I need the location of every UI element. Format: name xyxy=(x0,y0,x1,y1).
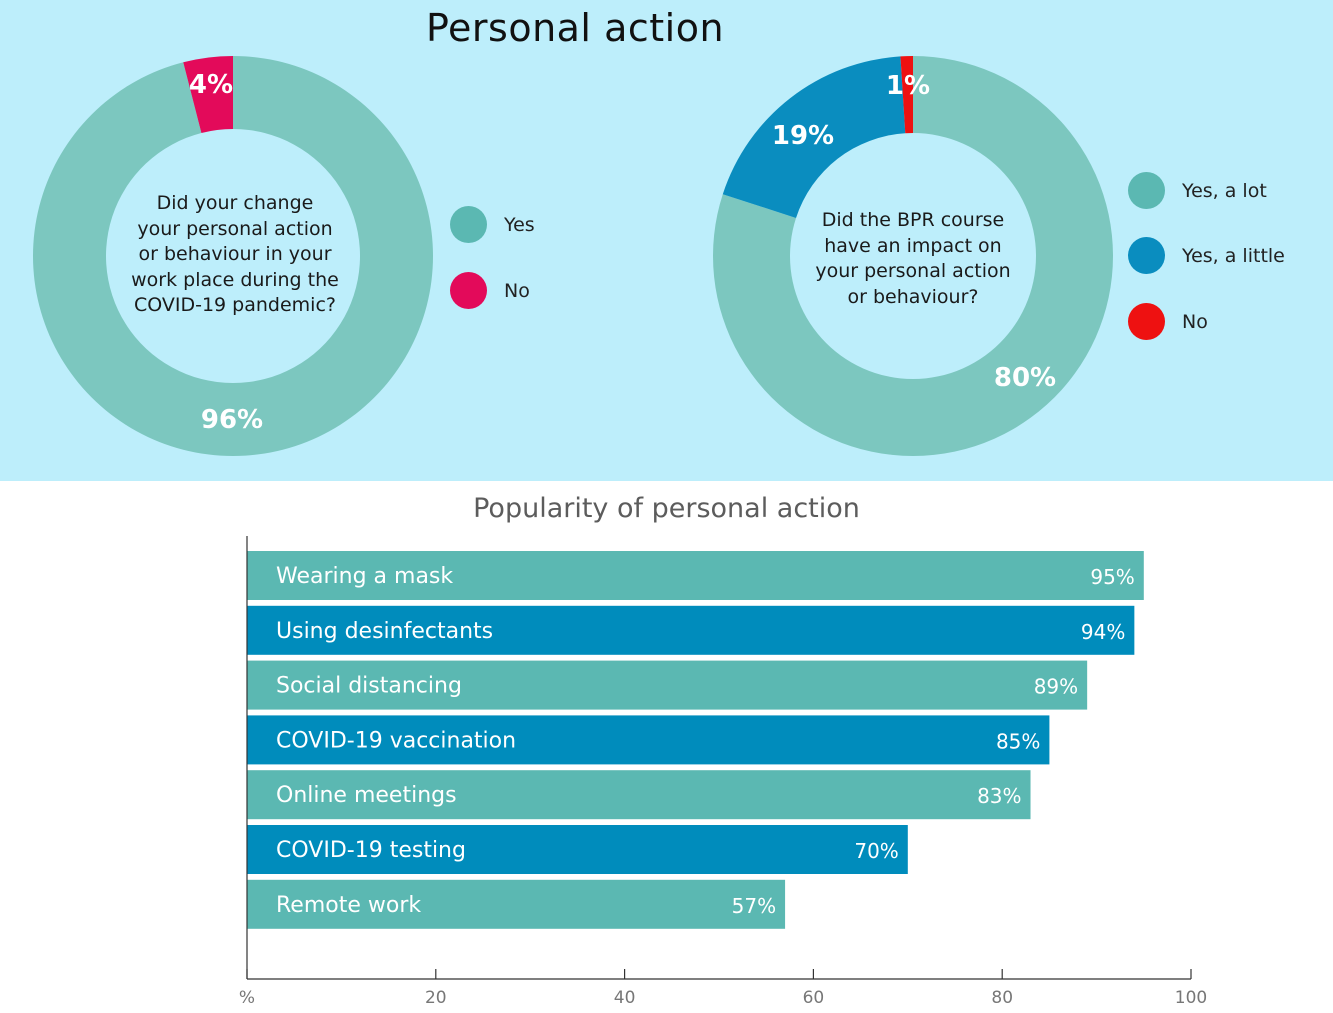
bar-value-label: 85% xyxy=(996,729,1040,753)
bar-social-distancing xyxy=(247,660,1088,710)
x-tick-label: 40 xyxy=(614,988,636,1008)
donut2-slice-yes-a-lot xyxy=(713,56,1113,456)
bar-value-label: 95% xyxy=(1090,565,1134,589)
legend-swatch-no xyxy=(450,272,487,309)
legend-item-yes-a-little: Yes, a little xyxy=(1128,237,1285,274)
donut2-question-line: Did the BPR course xyxy=(821,209,1005,231)
donut2-question-line: have an impact on xyxy=(824,234,1002,257)
donut2-slice-no xyxy=(900,56,913,134)
bar-covid-19-testing xyxy=(247,825,908,874)
donut1-slice-no xyxy=(183,56,233,133)
legend-item-yes: Yes xyxy=(450,206,535,243)
legend-label-no-2: No xyxy=(1182,310,1208,333)
legend-swatch-yes-a-little xyxy=(1128,237,1165,274)
donut1-slice-yes xyxy=(32,56,434,457)
donut1-label-no: 4% xyxy=(189,70,233,100)
legend-label-no: No xyxy=(504,279,530,302)
bar-wearing-a-mask xyxy=(247,551,1144,600)
bar-chart-title: Popularity of personal action xyxy=(473,493,860,524)
bar-value-label: 89% xyxy=(1034,675,1078,699)
legend-swatch-yes-a-lot xyxy=(1128,172,1165,209)
bar-value-label: 83% xyxy=(977,784,1021,808)
legend-item-yes-a-lot: Yes, a lot xyxy=(1128,172,1267,209)
donut2-label-yes-a-little: 19% xyxy=(772,121,834,151)
donut2-slice-yes-a-little xyxy=(722,56,906,218)
donut2-question: Did the BPR course have an impact on you… xyxy=(788,208,1038,310)
bar-online-meetings xyxy=(247,770,1031,820)
donut2-question-line: or behaviour? xyxy=(847,285,979,308)
donut2-question-line: your personal action xyxy=(815,260,1011,282)
bar-value-label: 70% xyxy=(854,839,898,863)
donut2-label-no: 1% xyxy=(886,71,930,101)
legend-label-yes-a-little: Yes, a little xyxy=(1182,244,1285,267)
donut1-question-line: or behaviour in your xyxy=(138,243,332,265)
donut2-label-yes-a-lot: 80% xyxy=(994,363,1056,393)
bar-using-desinfectants xyxy=(247,605,1135,655)
bar-category-label: Remote work xyxy=(276,893,421,918)
bar-category-label: COVID-19 vaccination xyxy=(276,728,516,753)
bar-value-label: 94% xyxy=(1081,620,1125,644)
page-title: Personal action xyxy=(425,6,725,50)
legend-item-no-2: No xyxy=(1128,303,1208,340)
donut1-question-line: Did your change xyxy=(156,192,314,214)
x-tick-label: 80 xyxy=(991,988,1013,1008)
legend-item-no: No xyxy=(450,272,530,309)
bar-category-label: Online meetings xyxy=(276,783,457,808)
x-tick-label: 20 xyxy=(425,988,447,1008)
donut1-question-line: work place during the xyxy=(131,268,339,291)
bar-remote-work xyxy=(247,879,786,929)
bar-category-label: Social distancing xyxy=(276,674,462,699)
bar-category-label: COVID-19 testing xyxy=(276,838,466,863)
bar-category-label: Using desinfectants xyxy=(276,619,493,644)
bar-value-label: 57% xyxy=(732,894,776,918)
legend-swatch-yes xyxy=(450,206,487,243)
x-tick-label: 60 xyxy=(803,988,825,1008)
donut1-question-line: your personal action xyxy=(137,217,333,240)
x-tick-label: 100 xyxy=(1175,988,1207,1008)
legend-label-yes: Yes xyxy=(504,213,535,236)
legend-label-yes-a-lot: Yes, a lot xyxy=(1182,179,1267,202)
donut1-label-yes: 96% xyxy=(201,405,263,435)
donut1-question: Did your change your personal action or … xyxy=(110,191,360,319)
bar-category-label: Wearing a mask xyxy=(276,564,453,589)
bar-covid-19-vaccination xyxy=(247,715,1050,765)
x-tick-label: % xyxy=(239,988,255,1008)
donut1-question-line: COVID-19 pandemic? xyxy=(133,294,336,316)
legend-swatch-no-2 xyxy=(1128,303,1165,340)
